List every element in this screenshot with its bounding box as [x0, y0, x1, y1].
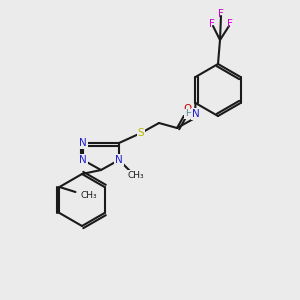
Text: F: F	[227, 19, 233, 29]
Text: CH₃: CH₃	[80, 190, 97, 200]
Text: N: N	[192, 109, 200, 119]
Text: F: F	[218, 9, 224, 19]
Text: H: H	[184, 110, 191, 118]
Text: O: O	[183, 104, 191, 114]
Text: N: N	[79, 155, 87, 165]
Text: N: N	[115, 155, 123, 165]
Text: CH₃: CH₃	[128, 170, 144, 179]
Text: F: F	[209, 19, 215, 29]
Text: S: S	[138, 128, 144, 138]
Text: N: N	[79, 138, 87, 148]
